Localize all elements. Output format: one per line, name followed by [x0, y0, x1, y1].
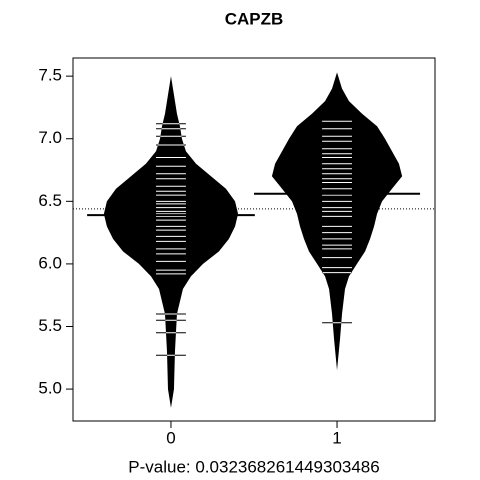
bean — [103, 76, 239, 408]
y-tick-label: 5.0 — [38, 379, 62, 398]
bean — [271, 72, 403, 371]
y-tick-label: 7.0 — [38, 128, 62, 147]
x-axis-label: P-value: 0.032368261449303486 — [128, 457, 379, 476]
y-tick-label: 5.5 — [38, 316, 62, 335]
chart-title: CAPZB — [225, 9, 284, 28]
x-tick-label: 0 — [166, 428, 175, 447]
y-tick-label: 7.5 — [38, 66, 62, 85]
y-tick-label: 6.5 — [38, 191, 62, 210]
y-tick-label: 6.0 — [38, 253, 62, 272]
x-tick-label: 1 — [332, 428, 341, 447]
plot-frame — [72, 57, 436, 422]
